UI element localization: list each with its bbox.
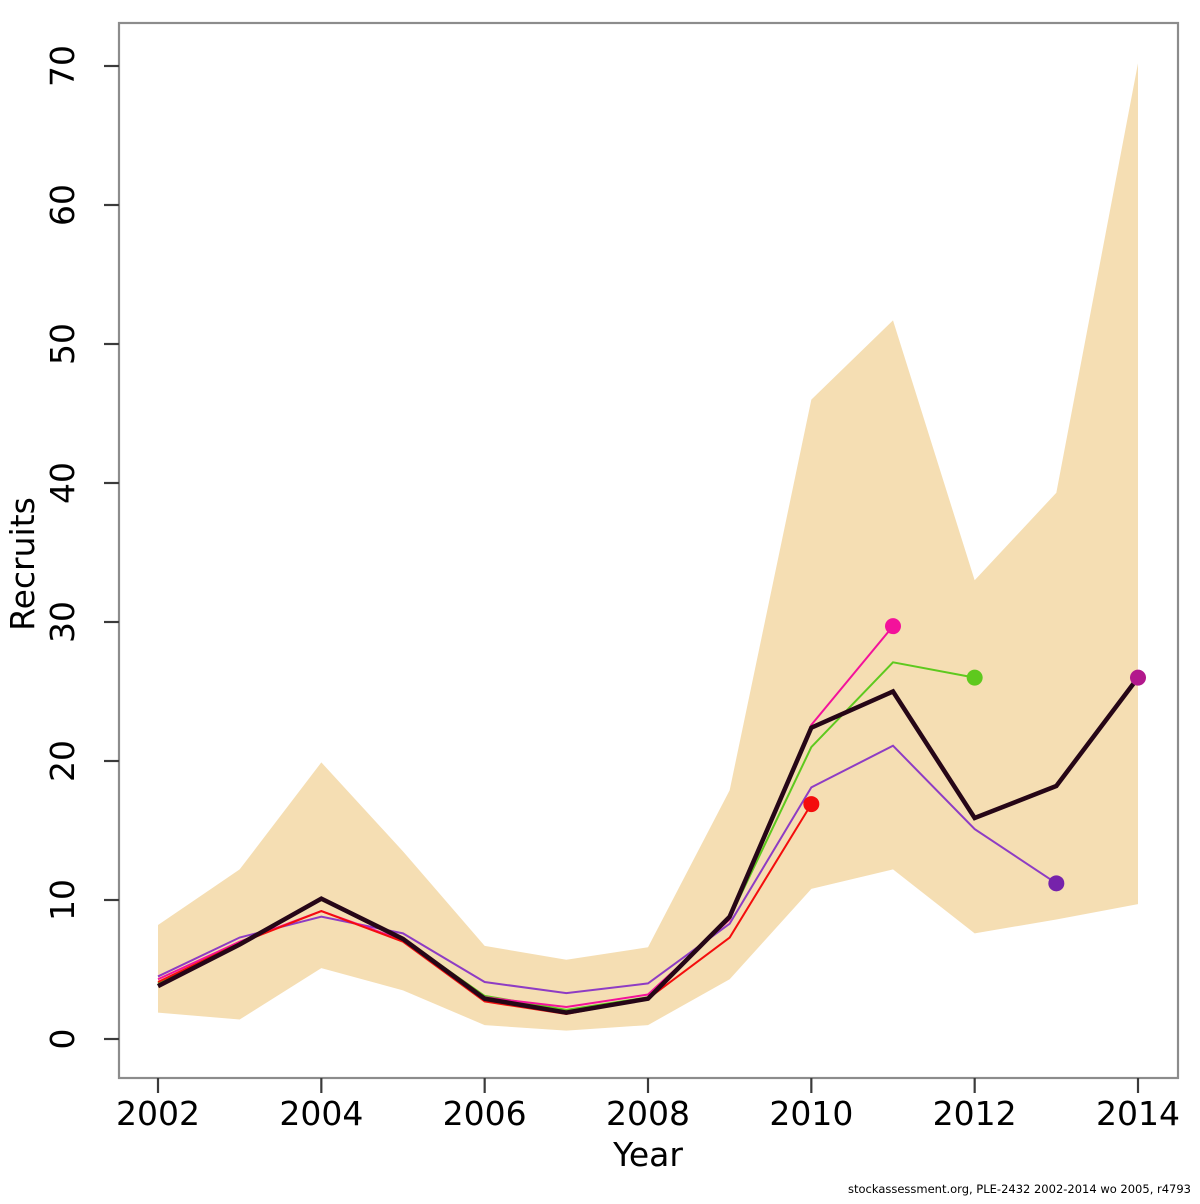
y-tick-label-0: 0 <box>43 1029 82 1050</box>
y-tick-label-40: 40 <box>43 462 82 504</box>
series-end-dot-retro-peel-2010 <box>803 796 820 813</box>
y-tick-label-70: 70 <box>43 45 82 87</box>
y-tick-label-60: 60 <box>43 184 82 226</box>
series-line-base-run-2014 <box>156 676 1140 1015</box>
series-end-dot-retro-peel-2013 <box>1048 875 1065 892</box>
series-end-dot-retro-peel-2012 <box>966 669 983 686</box>
y-axis-ticks <box>104 64 119 1041</box>
x-tick-label-2006: 2006 <box>443 1094 527 1133</box>
x-axis-title: Year <box>612 1135 683 1174</box>
axes-layer: 2002 2004 2006 2008 2010 2012 2014 0 10 20 30 40 50… <box>43 21 1180 1133</box>
x-tick-label-2014: 2014 <box>1096 1094 1180 1133</box>
y-axis-title: Recruits <box>3 497 42 631</box>
series-end-dot-retro-peel-2011 <box>885 618 901 635</box>
series-end-dot-base-run-2014 <box>1130 669 1146 686</box>
x-tick-label-2002: 2002 <box>116 1094 200 1133</box>
y-tick-label-50: 50 <box>43 323 82 365</box>
terminal-dots-layer <box>803 618 1146 892</box>
y-axis-tick-labels: 0 10 20 30 40 50 60 70 <box>43 45 82 1050</box>
confidence-band-layer <box>158 63 1138 1031</box>
series-layer <box>156 625 1140 1015</box>
series-line-retro-peel-2013 <box>157 744 1057 995</box>
y-tick-label-10: 10 <box>43 879 82 921</box>
series-line-retro-peel-2010 <box>157 803 813 1015</box>
x-tick-label-2010: 2010 <box>769 1094 853 1133</box>
x-axis-tick-labels: 2002 2004 2006 2008 2010 2012 2014 <box>116 1094 1180 1133</box>
footer-text: stockassessment.org, PLE-2432 2002-2014 … <box>848 1182 1191 1196</box>
x-tick-label-2004: 2004 <box>279 1094 363 1133</box>
x-axis-ticks <box>156 1078 1140 1093</box>
x-tick-label-2012: 2012 <box>933 1094 1017 1133</box>
base-run-confidence-band <box>158 63 1138 1031</box>
y-tick-label-20: 20 <box>43 740 82 782</box>
y-tick-label-30: 30 <box>43 601 82 643</box>
x-tick-label-2008: 2008 <box>606 1094 690 1133</box>
